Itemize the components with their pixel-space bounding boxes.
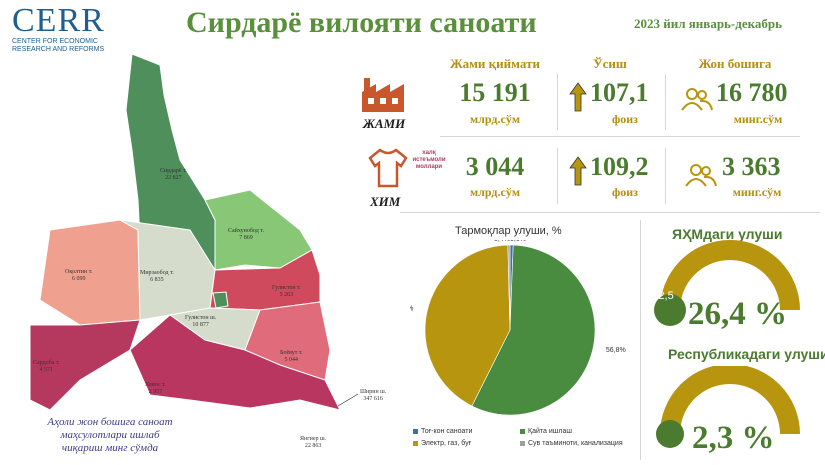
gdp-share-value: 26,4 %	[688, 296, 787, 332]
consumer-per-capita-unit: минг.сўм	[732, 185, 782, 199]
growth-up-arrow-icon	[569, 82, 587, 112]
people-icon	[685, 164, 717, 187]
gauge-arc	[660, 366, 800, 435]
map-label-shirin: Ширин ш. 347 616	[360, 389, 387, 402]
header-total-value: Жами қиймати	[450, 56, 540, 71]
district-sardoba	[29, 319, 141, 411]
consumer-growth-value: 109,2	[590, 152, 649, 181]
pie-slice	[507, 244, 511, 331]
legend-swatch	[520, 440, 525, 446]
pie-data-label: 56,8%	[606, 347, 626, 354]
period-label: 2023 йил январь-декабрь	[634, 16, 782, 31]
total-value: 15 191	[459, 78, 531, 107]
per-capita-value: 16 780	[716, 78, 788, 107]
map-label-oqoltin: Оқолтин т. 6 099	[65, 269, 93, 282]
legend-item: Тоғ-кон саноати	[413, 428, 472, 435]
row-sublabel-consumer: халқ истеъмоли моллари	[412, 150, 446, 170]
republic-share-gauge	[656, 366, 800, 448]
pie-chart: 0,6% 56,8% 42,2% 0,4%	[410, 240, 626, 416]
gauge-value-marker	[654, 294, 686, 326]
row-label-total: ЖАМИ	[363, 116, 406, 131]
divider	[440, 136, 800, 137]
divider	[665, 74, 666, 130]
logo-subtitle: Center for Economic Research and Reforms	[12, 38, 105, 53]
growth-unit: фоиз	[611, 112, 639, 126]
map-label-guliston-t: Гулистон т. 5 263	[272, 285, 301, 298]
header-growth: Ўсиш	[593, 56, 627, 71]
gauge-arc	[660, 240, 800, 311]
legend-item: Қайта ишлаш	[520, 428, 572, 435]
map-label-xovos: Ховос т. 2 957	[145, 382, 166, 395]
page-title: Сирдарё вилояти саноати	[186, 6, 537, 39]
pie-slice	[424, 244, 511, 407]
map-label-boyovut: Боёвут т. 5 044	[280, 350, 303, 363]
gdp-share-title: ЯҲМдаги улуши	[672, 226, 783, 242]
republic-share-title: Республикадаги улуши	[668, 346, 825, 362]
divider	[557, 148, 558, 204]
legend-swatch	[520, 428, 525, 434]
total-value-unit: млрд.сўм	[470, 112, 520, 126]
pie-data-label: 42,2%	[410, 306, 413, 313]
legend-item: Сув таъминоти, канализация	[520, 440, 623, 447]
republic-share-value: 2,3 %	[692, 420, 775, 456]
legend-swatch	[413, 428, 418, 434]
map-label-guliston-sh: Гулистон ш. 10 877	[185, 315, 217, 328]
divider	[557, 74, 558, 130]
row-label-consumer: ХИМ	[370, 194, 401, 209]
pie-slice	[471, 244, 596, 416]
district-guliston-city	[212, 291, 229, 309]
per-capita-unit: минг.сўм	[733, 112, 783, 126]
gdp-share-gauge	[654, 240, 800, 326]
growth-up-arrow-icon	[569, 156, 587, 186]
gauge-value-marker	[656, 420, 684, 448]
consumer-value: 3 044	[465, 152, 525, 181]
divider	[400, 212, 820, 213]
pie-title: Тармоқлар улуши, %	[455, 225, 562, 237]
legend-item: Электр, газ, буғ	[413, 440, 471, 447]
map-label-sirdaryo: Сирдарё т. 22 827	[160, 168, 187, 181]
map-footnote: Аҳоли жон бошига саноат маҳсулотлари ишл…	[47, 416, 173, 454]
tshirt-icon	[368, 148, 408, 188]
map-label-mirzaobod: Мирзаобод т. 6 835	[140, 270, 174, 283]
pie-data-label: 0,6%	[510, 240, 526, 243]
consumer-value-unit: млрд.сўм	[470, 185, 520, 199]
map-label-sayxunobod: Сайхунобод т. 7 869	[228, 228, 264, 241]
gdp-share-change: +2,5	[652, 290, 674, 302]
legend-swatch	[413, 440, 418, 446]
map-label-sardoba: Сардоба т. 4 571	[33, 360, 60, 373]
header-per-capita: Жон бошига	[698, 56, 772, 71]
consumer-growth-unit: фоиз	[611, 185, 639, 199]
shirin-pointer	[337, 393, 359, 407]
logo: CERR	[12, 2, 105, 39]
region-map	[29, 53, 341, 411]
district-xovos	[129, 314, 341, 411]
pie-data-label: 0,4%	[494, 240, 510, 243]
divider	[640, 220, 641, 460]
people-icon	[681, 88, 713, 111]
factory-icon	[362, 78, 404, 112]
growth-value: 107,1	[590, 78, 649, 107]
map-label-yangier: Янгиер ш. 22 863	[300, 436, 327, 449]
consumer-per-capita-value: 3 363	[722, 152, 781, 181]
divider	[665, 148, 666, 204]
